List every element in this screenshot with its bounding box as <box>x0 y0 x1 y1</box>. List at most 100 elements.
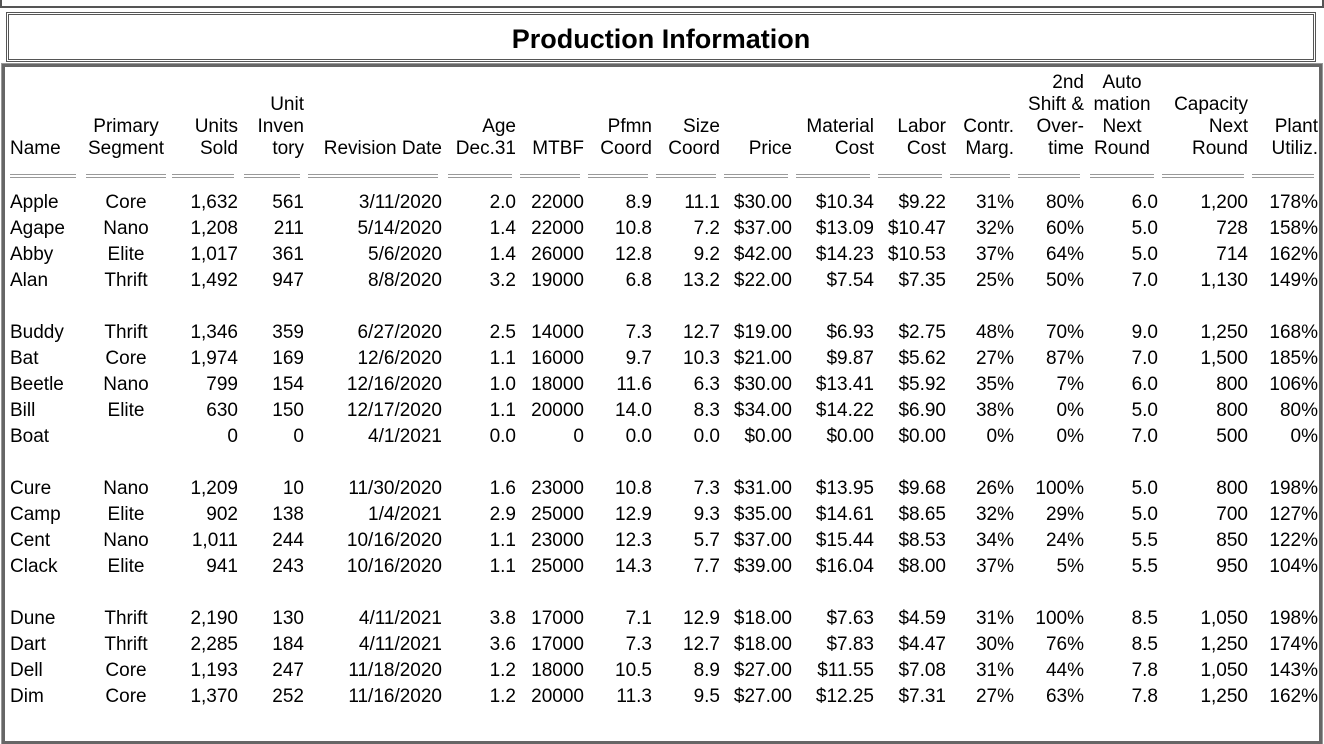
table-cell: $21.00 <box>733 348 792 369</box>
table-cell: Thrift <box>104 634 148 655</box>
header-rule <box>172 174 234 178</box>
table-cell: 184 <box>272 634 304 655</box>
product-name: Boat <box>10 426 50 447</box>
column-header: Revision Date <box>323 138 442 159</box>
table-cell: $6.90 <box>898 400 946 421</box>
table-cell: 7.0 <box>1131 426 1158 447</box>
table-cell: 24% <box>1045 530 1084 551</box>
table-cell: 18000 <box>531 660 584 681</box>
table-cell: 4/11/2021 <box>358 608 442 629</box>
column-header: Sold <box>199 138 238 159</box>
table-cell: 174% <box>1269 634 1318 655</box>
table-cell: 1,017 <box>190 244 238 265</box>
table-cell: 1,130 <box>1200 270 1248 291</box>
table-cell: 76% <box>1045 634 1084 655</box>
table-cell: 7.0 <box>1131 348 1158 369</box>
header-rule <box>1252 174 1314 178</box>
table-cell: 1.1 <box>489 530 516 551</box>
column-header: Coord <box>600 138 652 159</box>
table-cell: $9.87 <box>826 348 874 369</box>
table-cell: 12.9 <box>683 608 720 629</box>
table-cell: 20000 <box>531 686 584 707</box>
table-cell: 1,200 <box>1200 192 1248 213</box>
table-cell: 10.8 <box>615 478 652 499</box>
table-cell: 50% <box>1045 270 1084 291</box>
table-cell: 154 <box>272 374 304 395</box>
table-cell: 122% <box>1269 530 1318 551</box>
table-cell: 198% <box>1269 608 1318 629</box>
table-cell: 34% <box>975 530 1014 551</box>
table-cell: Elite <box>107 400 145 421</box>
table-cell: 185% <box>1269 348 1318 369</box>
table-cell: Core <box>105 686 147 707</box>
table-cell: 80% <box>1045 192 1084 213</box>
header-rule <box>1018 174 1080 178</box>
table-cell: 6.3 <box>693 374 720 395</box>
table-cell: 11/16/2020 <box>348 686 442 707</box>
product-name: Dim <box>10 686 44 707</box>
table-cell: 1,050 <box>1200 660 1248 681</box>
table-cell: 11.6 <box>616 374 652 395</box>
column-header: MTBF <box>532 138 584 159</box>
table-cell: $22.00 <box>733 270 792 291</box>
table-cell: 947 <box>272 270 304 291</box>
table-cell: 0% <box>1056 426 1084 447</box>
table-cell: 799 <box>206 374 238 395</box>
table-cell: 2.0 <box>489 192 516 213</box>
table-cell: 950 <box>1216 556 1248 577</box>
table-cell: $5.62 <box>898 348 946 369</box>
table-cell: 27% <box>975 686 1014 707</box>
table-cell: $8.65 <box>898 504 946 525</box>
table-cell: $14.23 <box>815 244 874 265</box>
table-cell: $13.09 <box>815 218 874 239</box>
table-cell: Thrift <box>104 270 148 291</box>
table-cell: 7.1 <box>625 608 652 629</box>
column-header: Inven <box>257 116 304 137</box>
table-cell: Core <box>105 348 147 369</box>
table-cell: 6.0 <box>1131 192 1158 213</box>
table-cell: 48% <box>975 322 1014 343</box>
table-cell: 1,250 <box>1200 634 1248 655</box>
table-cell: 150 <box>272 400 304 421</box>
product-name: Camp <box>10 504 61 525</box>
table-cell: 4/11/2021 <box>358 634 442 655</box>
table-cell: $9.22 <box>898 192 946 213</box>
table-cell: 1.4 <box>489 244 516 265</box>
table-cell: 1.1 <box>489 400 516 421</box>
table-cell: 70% <box>1045 322 1084 343</box>
table-cell: 243 <box>272 556 304 577</box>
header-rule <box>520 174 580 178</box>
table-cell: 11/30/2020 <box>348 478 442 499</box>
table-cell: $4.59 <box>898 608 946 629</box>
table-cell: $27.00 <box>733 686 792 707</box>
table-cell: $7.08 <box>898 660 946 681</box>
column-header: Cost <box>834 138 874 159</box>
table-cell: 3.6 <box>489 634 516 655</box>
table-cell: $34.00 <box>733 400 792 421</box>
header-rule <box>86 174 166 178</box>
header-rule <box>588 174 648 178</box>
table-cell: 19000 <box>531 270 584 291</box>
product-name: Cent <box>10 530 51 551</box>
table-cell: 8.5 <box>1131 634 1158 655</box>
table-cell: 37% <box>975 244 1014 265</box>
product-name: Alan <box>10 270 49 291</box>
table-cell: $12.25 <box>815 686 874 707</box>
table-cell: 20000 <box>531 400 584 421</box>
table-cell: 850 <box>1216 530 1248 551</box>
table-cell: 35% <box>975 374 1014 395</box>
table-cell: $14.22 <box>815 400 874 421</box>
table-cell: 5/6/2020 <box>368 244 442 265</box>
table-cell: 12.7 <box>683 634 720 655</box>
table-cell: $16.04 <box>815 556 874 577</box>
table-cell: 169 <box>272 348 304 369</box>
table-cell: 5.0 <box>1131 244 1158 265</box>
header-rule <box>308 174 438 178</box>
table-cell: 1/4/2021 <box>368 504 442 525</box>
table-cell: 9.0 <box>1131 322 1158 343</box>
product-name: Bat <box>10 348 39 369</box>
table-cell: $10.47 <box>887 218 946 239</box>
product-name: Buddy <box>10 322 64 343</box>
table-cell: 80% <box>1279 400 1318 421</box>
